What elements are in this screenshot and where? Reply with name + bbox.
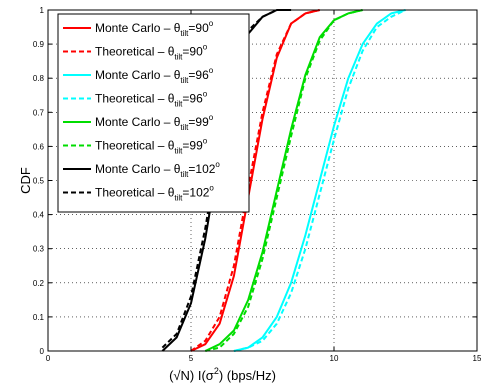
y-tick-label: 0.6	[33, 142, 45, 151]
legend-label-4: Monte Carlo – θtilt=99o	[95, 113, 214, 132]
series-line-0	[190, 9, 320, 352]
x-tick-label: 5	[189, 354, 194, 363]
y-tick-label: 0.3	[33, 245, 45, 254]
x-axis-label-suffix: ) (bps/Hz)	[219, 368, 276, 383]
series-line-1	[190, 9, 320, 352]
legend-box	[57, 13, 250, 213]
y-tick-label: 0.5	[33, 177, 45, 186]
y-tick-label: 0.7	[33, 108, 45, 117]
y-tick-label: 0.2	[33, 279, 45, 288]
y-tick-label: 0.1	[33, 313, 45, 322]
series-line-5	[205, 9, 363, 352]
y-tick-label: 1	[40, 6, 45, 15]
y-tick-label: 0.9	[33, 40, 45, 49]
y-tick-label: 0.8	[33, 74, 45, 83]
x-tick-label: 15	[473, 354, 481, 363]
legend: Monte Carlo – θtilt=90o Theoretical – θti…	[57, 13, 250, 213]
x-axis-label: (√N) I(σ2) (bps/Hz)	[169, 366, 276, 383]
legend-label-2: Monte Carlo – θtilt=96o	[95, 66, 214, 85]
x-axis-label-prefix: (√N) I(σ	[169, 368, 214, 383]
x-axis-label-sup: 2	[214, 366, 219, 376]
legend-label-0: Monte Carlo – θtilt=90o	[95, 19, 214, 38]
legend-label-1: Theoretical – θtilt=90o	[95, 43, 208, 62]
x-tick-label: 0	[46, 354, 51, 363]
legend-label-5: Theoretical – θtilt=99o	[95, 137, 208, 156]
axis-ticks: 0 5 10 15 0 0.1 0.2 0.3 0.4 0.5 0.6 0.7 0.8 0.9 1	[33, 6, 481, 363]
legend-label-7: Theoretical – θtilt=102o	[95, 184, 214, 203]
y-axis-label: CDF	[18, 167, 33, 194]
y-tick-label: 0.4	[33, 211, 45, 220]
legend-label-3: Theoretical – θtilt=96o	[95, 90, 208, 109]
y-tick-label: 0	[40, 347, 45, 356]
legend-label-6: Monte Carlo – θtilt=102o	[95, 160, 220, 179]
series-line-2	[233, 9, 406, 352]
x-tick-label: 10	[330, 354, 339, 363]
